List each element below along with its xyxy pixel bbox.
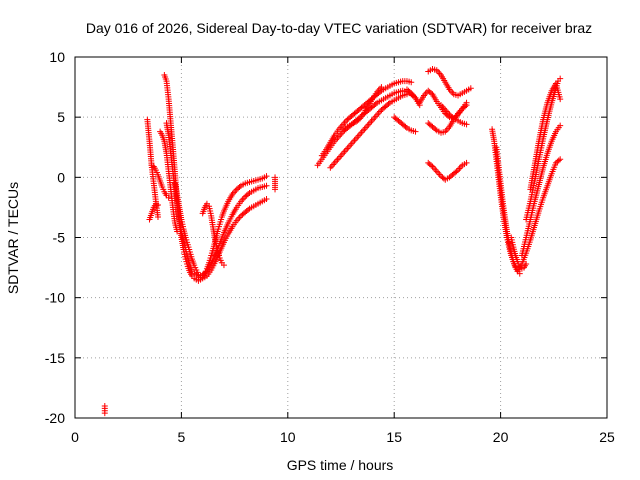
- data-point: [402, 123, 409, 130]
- data-point: [462, 103, 469, 110]
- data-point: [467, 85, 474, 92]
- data-point: [263, 173, 270, 180]
- data-point: [263, 182, 270, 189]
- data-point: [245, 191, 252, 198]
- data-point: [154, 214, 161, 221]
- chart-title: Day 016 of 2026, Sidereal Day-to-day VTE…: [86, 20, 592, 36]
- data-point: [263, 195, 270, 202]
- y-tick-label: -20: [45, 410, 65, 426]
- x-tick-label: 5: [178, 429, 186, 445]
- data-point: [557, 96, 564, 103]
- data-point: [220, 262, 227, 269]
- y-axis-label: SDTVAR / TECUs: [5, 182, 21, 294]
- x-axis: 0 5 10 15 20 25: [71, 57, 615, 445]
- data-point: [523, 260, 530, 267]
- data-point: [557, 156, 564, 163]
- data-point: [154, 202, 161, 209]
- data-point: [355, 116, 362, 123]
- x-axis-label: GPS time / hours: [287, 457, 394, 473]
- data-point: [432, 126, 439, 133]
- data-point: [449, 114, 456, 121]
- data-point: [412, 128, 419, 135]
- y-axis: 10 5 0 -5 -10 -15 -20: [45, 49, 607, 426]
- y-tick-label: 10: [49, 49, 65, 65]
- data-point: [463, 159, 470, 166]
- x-tick-label: 15: [386, 429, 402, 445]
- data-point: [406, 88, 413, 95]
- data-point: [428, 162, 435, 169]
- data-point: [385, 100, 392, 107]
- data-point: [408, 79, 415, 86]
- data-point: [428, 90, 435, 97]
- data-point: [463, 102, 470, 109]
- data-point: [453, 168, 460, 175]
- data-point: [236, 183, 243, 190]
- x-tick-label: 10: [280, 429, 296, 445]
- x-tick-label: 25: [599, 429, 615, 445]
- data-point: [555, 157, 562, 164]
- x-tick-label: 0: [71, 429, 79, 445]
- data-point: [272, 186, 279, 193]
- data-point: [463, 121, 470, 128]
- y-tick-label: -15: [45, 350, 65, 366]
- y-tick-label: 0: [57, 169, 65, 185]
- data-point: [378, 84, 385, 91]
- y-tick-label: -10: [45, 290, 65, 306]
- y-tick-label: 5: [57, 109, 65, 125]
- data-point: [245, 206, 252, 213]
- x-tick-label: 20: [493, 429, 509, 445]
- data-point: [557, 122, 564, 129]
- data-point: [101, 410, 108, 417]
- y-tick-label: -5: [53, 230, 66, 246]
- data-point: [372, 100, 379, 107]
- data-point: [557, 75, 564, 82]
- data-points: [101, 66, 564, 417]
